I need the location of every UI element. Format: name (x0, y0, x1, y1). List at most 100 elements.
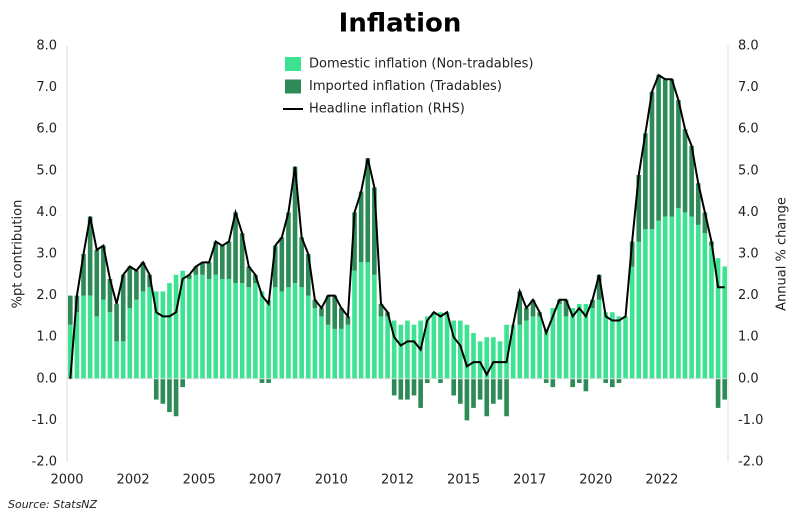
domestic-bar (444, 312, 450, 379)
imported-bar (438, 378, 443, 383)
domestic-bar (140, 291, 146, 379)
domestic-bar (259, 291, 265, 379)
domestic-bar (147, 287, 152, 379)
legend-label: Domestic inflation (Non-tradables) (309, 57, 533, 72)
imported-bar (497, 378, 503, 400)
imported-bar (127, 266, 133, 309)
y2-tick-label: -1.0 (738, 413, 763, 428)
imported-bar (676, 100, 681, 209)
domestic-bar (358, 262, 364, 379)
domestic-bar (272, 287, 278, 379)
y2-tick-label: 0.0 (738, 371, 759, 386)
imported-bar (193, 266, 199, 275)
imported-bar (610, 378, 615, 388)
domestic-bar (345, 324, 351, 379)
domestic-bar (636, 241, 642, 379)
imported-bar (669, 79, 675, 217)
domestic-bar (186, 278, 192, 379)
y-tick-label: 1.0 (36, 330, 57, 345)
domestic-bar (193, 274, 199, 379)
domestic-bar (378, 316, 384, 379)
domestic-bar (405, 320, 410, 379)
imported-bar (477, 378, 483, 400)
domestic-bar (339, 328, 344, 379)
domestic-bar (471, 333, 476, 379)
imported-bar (325, 295, 331, 325)
domestic-bar (239, 283, 245, 379)
domestic-bar (94, 316, 100, 379)
y2-axis-title: Annual % change (775, 197, 790, 311)
imported-bar (272, 245, 278, 288)
y-axis-title: %pt contribution (11, 200, 26, 309)
imported-bar (656, 75, 661, 221)
imported-bar (378, 303, 384, 317)
imported-bar (94, 249, 100, 317)
domestic-bar (167, 283, 172, 379)
imported-bar (662, 79, 668, 217)
x-tick-label: 2007 (249, 473, 282, 488)
x-tick-label: 2017 (513, 473, 546, 488)
domestic-bar (319, 316, 324, 379)
imported-bar (649, 91, 655, 230)
domestic-bar (134, 299, 139, 379)
domestic-bar (101, 299, 106, 379)
imported-bar (491, 378, 496, 404)
y-tick-label: 0.0 (36, 371, 57, 386)
legend-label: Headline inflation (RHS) (309, 102, 465, 117)
imported-bar (451, 378, 456, 396)
domestic-bar (537, 316, 542, 379)
imported-bar (643, 133, 648, 230)
domestic-bar (583, 303, 589, 379)
domestic-bar (325, 324, 331, 379)
domestic-bar (286, 287, 291, 379)
domestic-bar (464, 324, 470, 379)
imported-bar (603, 378, 609, 383)
imported-bar (120, 274, 126, 342)
domestic-bar (160, 291, 166, 379)
imported-bar (87, 216, 93, 296)
imported-bar (504, 378, 509, 417)
x-tick-label: 2010 (315, 473, 348, 488)
imported-bar (292, 166, 298, 284)
source-note: Source: StatsNZ (8, 498, 98, 511)
domestic-bar (477, 341, 483, 379)
imported-bar (682, 129, 688, 213)
domestic-bar (715, 258, 721, 379)
domestic-bar (87, 295, 93, 379)
domestic-bar (411, 324, 417, 379)
imported-bar (206, 262, 212, 279)
imported-bar (213, 241, 219, 275)
y2-tick-label: 2.0 (738, 288, 759, 303)
domestic-bar (596, 299, 602, 379)
y2-tick-label: 1.0 (738, 330, 759, 345)
y2-tick-label: 8.0 (738, 39, 759, 54)
domestic-bar (563, 316, 569, 379)
imported-bar (286, 212, 291, 288)
x-tick-label: 2012 (381, 473, 414, 488)
imported-bar (391, 378, 397, 396)
domestic-bar (695, 224, 701, 379)
imported-bar (550, 378, 556, 388)
domestic-bar (107, 312, 113, 379)
imported-bar (715, 378, 721, 408)
domestic-bar (391, 320, 397, 379)
domestic-bar (200, 274, 205, 379)
domestic-bar (305, 295, 311, 379)
imported-bar (200, 262, 205, 275)
imported-bar (484, 378, 490, 417)
domestic-bar (676, 208, 681, 379)
imported-bar (418, 378, 423, 408)
y-tick-label: 8.0 (36, 39, 57, 54)
domestic-bar (332, 328, 338, 379)
imported-bar (153, 378, 159, 400)
imported-bar (471, 378, 476, 408)
headline-line (69, 73, 725, 379)
y-tick-label: 2.0 (36, 288, 57, 303)
imported-bar (266, 378, 271, 383)
imported-bar (233, 212, 238, 284)
imported-bar (140, 262, 146, 292)
chart-title: Inflation (339, 9, 462, 39)
x-tick-label: 2005 (183, 473, 216, 488)
imported-bar (464, 378, 470, 421)
imported-bar (134, 270, 139, 300)
